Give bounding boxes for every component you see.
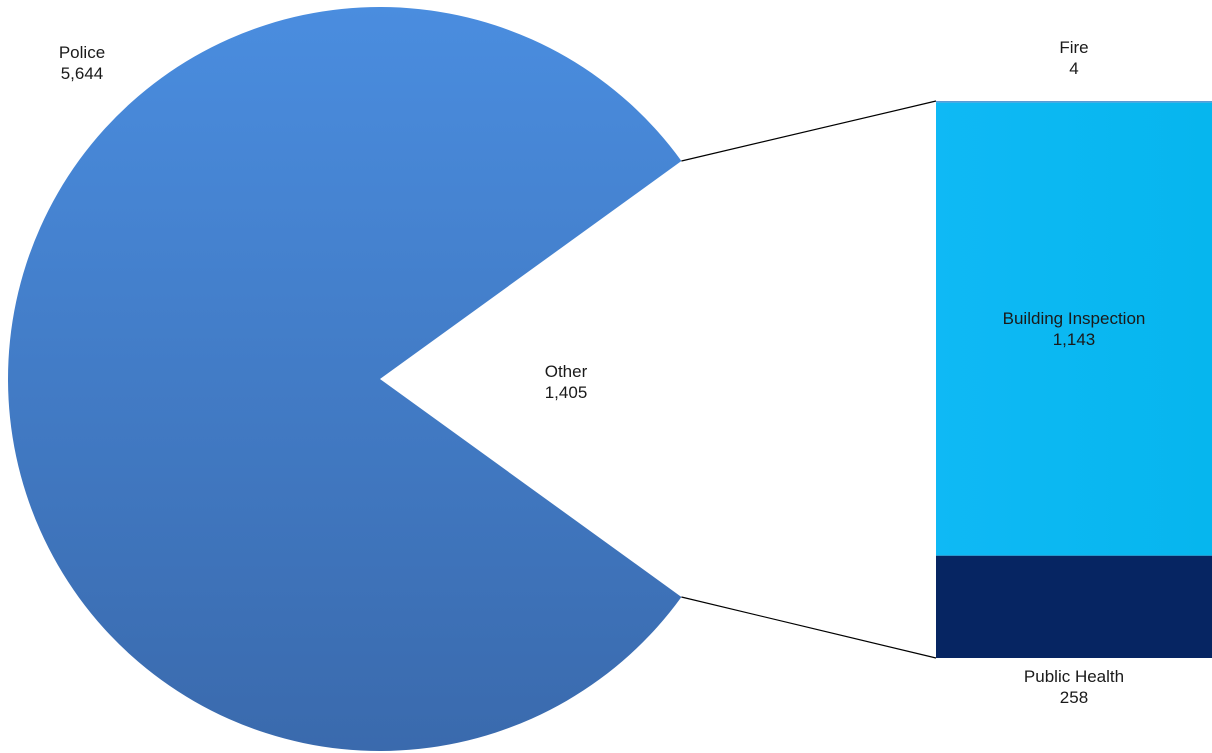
connector-line-bottom [681, 596, 937, 659]
data-label-fire: Fire 4 [1059, 37, 1088, 79]
segment-name-fire: Fire [1059, 38, 1089, 57]
data-label-building-inspection: Building Inspection 1,143 [1003, 308, 1146, 350]
slice-value-other: 1,405 [544, 383, 588, 402]
data-label-public-health: Public Health 258 [1024, 666, 1124, 708]
data-label-police: Police 5,644 [59, 42, 105, 84]
pie-slice-police [7, 6, 682, 752]
segment-value-building-inspection: 1,143 [1052, 330, 1096, 350]
slice-name-police: Police [58, 43, 106, 62]
segment-value-public-health: 258 [1059, 688, 1089, 707]
segment-value-fire: 4 [1069, 59, 1079, 78]
slice-name-other: Other [544, 362, 588, 381]
bar-segment-building-inspection [936, 102, 1212, 556]
slice-value-police: 5,644 [60, 64, 104, 83]
segment-name-building-inspection: Building Inspection [1002, 309, 1146, 329]
stacked-bar [936, 101, 1212, 658]
connector-line-top [681, 100, 937, 162]
pie [7, 6, 682, 752]
bar-segment-fire [936, 101, 1212, 103]
bar-segment-public-health [936, 555, 1212, 658]
connector-lines [681, 100, 937, 659]
segment-name-public-health: Public Health [1023, 667, 1125, 686]
data-label-other: Other 1,405 [545, 361, 588, 403]
